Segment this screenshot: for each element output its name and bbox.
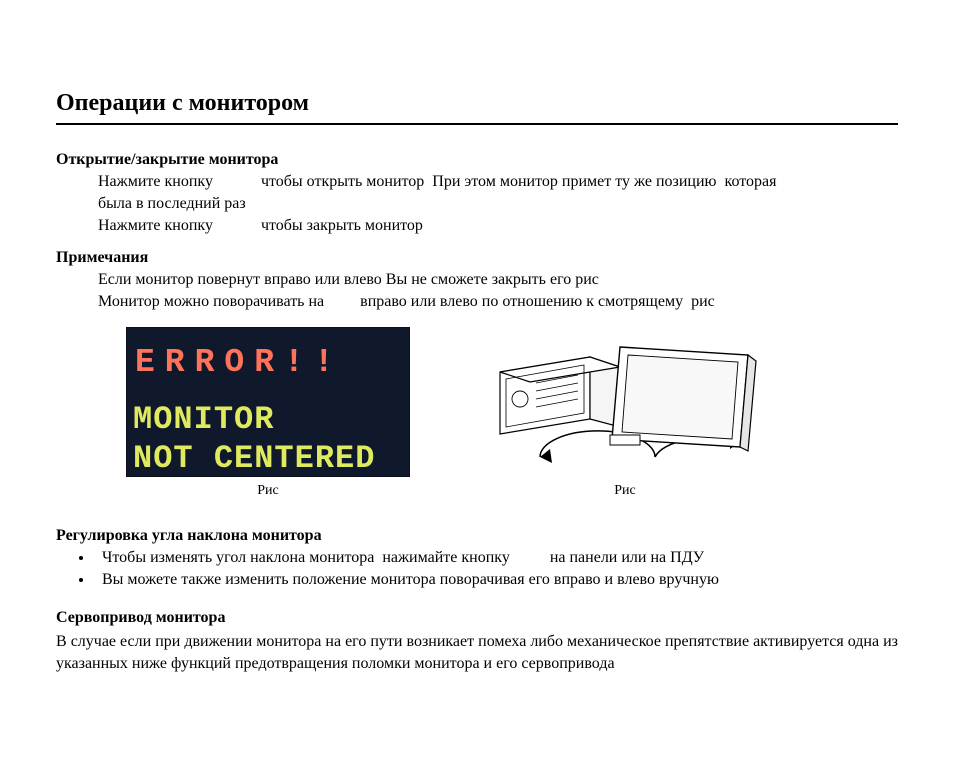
figure-2-diagram (480, 327, 770, 477)
servo-paragraph: В случае если при движении монитора на е… (56, 631, 898, 674)
open-close-line3: Нажмите кнопку чтобы закрыть монитор (56, 217, 898, 235)
figure-1-msg2: NOT CENTERED (127, 440, 409, 477)
angle-section: Регулировка угла наклона монитора Чтобы … (56, 527, 898, 589)
notes-line2: Монитор можно поворачивать на вправо или… (56, 293, 898, 311)
angle-heading: Регулировка угла наклона монитора (56, 527, 898, 545)
notes-section: Примечания Если монитор повернут вправо … (56, 249, 898, 311)
notes-line1: Если монитор повернут вправо или влево В… (56, 271, 898, 289)
angle-bullet-1: Чтобы изменять угол наклона монитора наж… (94, 549, 898, 567)
open-close-line1: Нажмите кнопку чтобы открыть монитор При… (56, 173, 898, 191)
angle-bullet-2: Вы можете также изменить положение монит… (94, 571, 898, 589)
open-close-section: Открытие/закрытие монитора Нажмите кнопк… (56, 151, 898, 235)
document-page: Операции с монитором Открытие/закрытие м… (0, 0, 954, 674)
servo-section: Сервопривод монитора В случае если при д… (56, 609, 898, 674)
figure-1-msg1: MONITOR (127, 401, 409, 438)
figures-row: ERROR!! MONITOR NOT CENTERED Рис (126, 327, 898, 499)
open-close-line2: была в последний раз (56, 195, 898, 213)
notes-heading: Примечания (56, 249, 898, 267)
title-hr (56, 123, 898, 125)
figure-1-error: ERROR!! (127, 344, 409, 381)
open-close-heading: Открытие/закрытие монитора (56, 151, 898, 169)
figure-2: Рис (480, 327, 770, 499)
figure-1-screen: ERROR!! MONITOR NOT CENTERED (126, 327, 410, 477)
figure-1: ERROR!! MONITOR NOT CENTERED Рис (126, 327, 410, 499)
figure-1-caption: Рис (257, 483, 279, 499)
page-title: Операции с монитором (56, 90, 898, 117)
servo-heading: Сервопривод монитора (56, 609, 898, 627)
figure-2-caption: Рис (614, 483, 636, 499)
angle-bullets: Чтобы изменять угол наклона монитора наж… (56, 549, 898, 589)
